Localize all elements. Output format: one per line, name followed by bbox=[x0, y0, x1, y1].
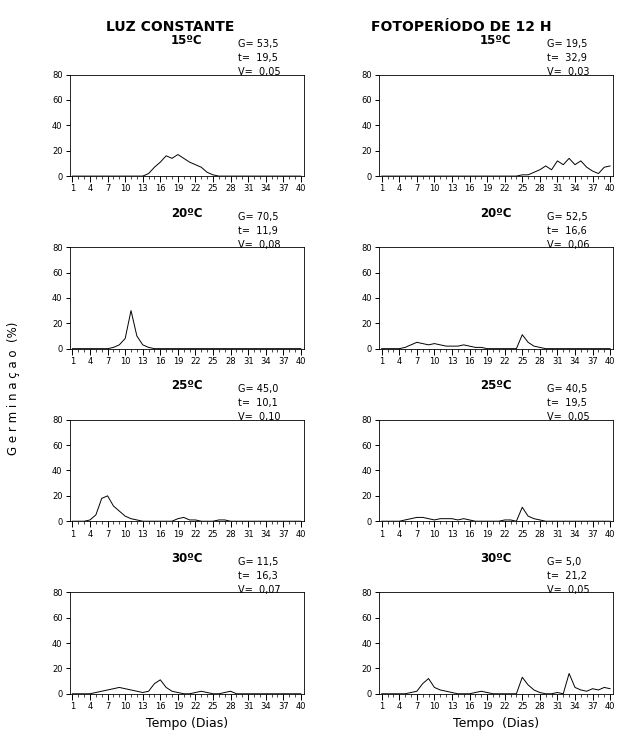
Title: 30ºC: 30ºC bbox=[480, 552, 512, 565]
Title: 15ºC: 15ºC bbox=[171, 34, 202, 47]
Title: 20ºC: 20ºC bbox=[480, 207, 512, 219]
Text: G= 45,0
t=  10,1
V=  0,10: G= 45,0 t= 10,1 V= 0,10 bbox=[238, 384, 281, 422]
Text: G= 70,5
t=  11,9
V=  0,08: G= 70,5 t= 11,9 V= 0,08 bbox=[238, 212, 281, 250]
Text: G= 11,5
t=  16,3
V=  0,07: G= 11,5 t= 16,3 V= 0,07 bbox=[238, 557, 281, 595]
Text: G= 52,5
t=  16,6
V=  0,06: G= 52,5 t= 16,6 V= 0,06 bbox=[547, 212, 590, 250]
X-axis label: Tempo (Dias): Tempo (Dias) bbox=[145, 717, 228, 730]
Text: G= 19,5
t=  32,9
V=  0,03: G= 19,5 t= 32,9 V= 0,03 bbox=[547, 39, 590, 77]
Title: 25ºC: 25ºC bbox=[171, 379, 202, 392]
Text: G= 5,0
t=  21,2
V=  0,05: G= 5,0 t= 21,2 V= 0,05 bbox=[547, 557, 590, 595]
Text: G e r m i n a ç a o  (%): G e r m i n a ç a o (%) bbox=[8, 322, 20, 454]
Text: LUZ CONSTANTE: LUZ CONSTANTE bbox=[106, 19, 235, 34]
Text: G= 53,5
t=  19,5
V=  0,05: G= 53,5 t= 19,5 V= 0,05 bbox=[238, 39, 281, 77]
Title: 20ºC: 20ºC bbox=[171, 207, 202, 219]
Text: G= 40,5
t=  19,5
V=  0,05: G= 40,5 t= 19,5 V= 0,05 bbox=[547, 384, 590, 422]
Title: 15ºC: 15ºC bbox=[480, 34, 512, 47]
Title: 30ºC: 30ºC bbox=[171, 552, 202, 565]
Text: FOTOPERÍODO DE 12 H: FOTOPERÍODO DE 12 H bbox=[371, 19, 552, 34]
Title: 25ºC: 25ºC bbox=[480, 379, 512, 392]
X-axis label: Tempo  (Dias): Tempo (Dias) bbox=[453, 717, 539, 730]
